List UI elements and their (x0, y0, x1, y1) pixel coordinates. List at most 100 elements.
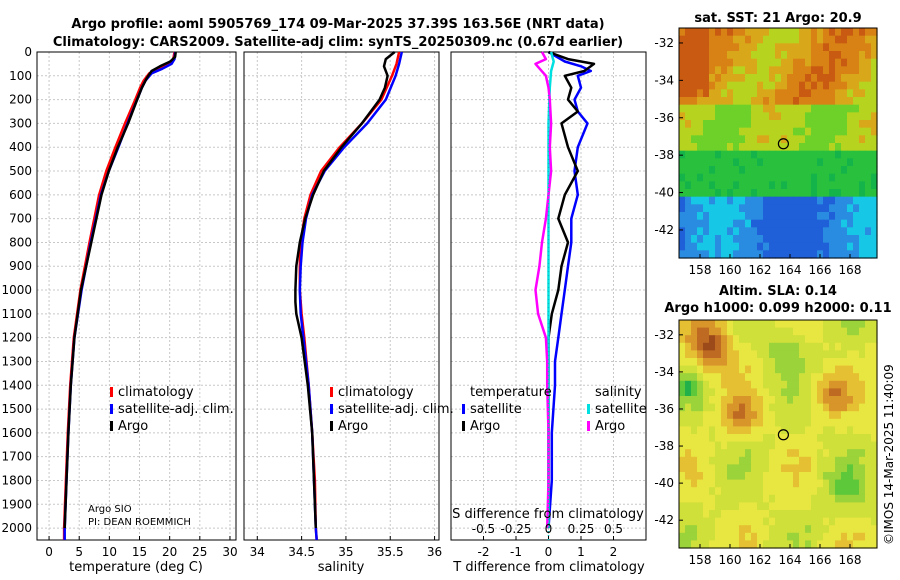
map-cell (691, 181, 698, 190)
map-cell (835, 494, 842, 503)
map-cell (757, 135, 764, 144)
map-cell (829, 426, 836, 435)
map-cell (691, 365, 698, 374)
map-cell (769, 479, 776, 488)
map-cell (769, 396, 776, 405)
legend-satellite-label: satellite-adj. clim. (118, 402, 234, 417)
map-cell (871, 235, 878, 244)
map-cell (769, 66, 776, 75)
map-cell (763, 127, 770, 136)
map-cell (835, 426, 842, 435)
map-cell (703, 418, 710, 427)
map-cell (865, 396, 872, 405)
map-cell (703, 358, 710, 367)
map-cell (835, 373, 842, 382)
map-cell (769, 365, 776, 374)
map-cell (817, 189, 824, 198)
y-tick-label: 1600 (1, 426, 32, 440)
map-cell (823, 196, 830, 205)
map-cell (853, 150, 860, 159)
map-cell (727, 487, 734, 496)
map-cell (781, 173, 788, 182)
map-cell (865, 189, 872, 198)
map-cell (823, 380, 830, 389)
map-cell (859, 43, 866, 52)
map-cell (817, 472, 824, 481)
map-cell (709, 502, 716, 511)
map-cell (841, 510, 848, 519)
map-cell (757, 127, 764, 136)
map-cell (799, 388, 806, 397)
map-cell (727, 441, 734, 450)
map-cell (811, 464, 818, 473)
map-cell (781, 327, 788, 336)
map-cell (841, 158, 848, 167)
map-y-tick-label: -34 (654, 365, 674, 379)
map-cell (703, 66, 710, 75)
map-cell (721, 212, 728, 221)
map-cell (811, 204, 818, 213)
map-cell (709, 373, 716, 382)
map-cell (709, 89, 716, 98)
map-cell (739, 456, 746, 465)
map-cell (703, 51, 710, 60)
map-cell (859, 81, 866, 90)
map-cell (745, 464, 752, 473)
map-cell (697, 510, 704, 519)
map-cell (733, 464, 740, 473)
map-cell (805, 166, 812, 175)
map-cell (763, 342, 770, 351)
difference-legend: temperature salinity satellite Argo sate… (462, 385, 647, 434)
map-cell (787, 196, 794, 205)
map-cell (715, 89, 722, 98)
map-cell (811, 120, 818, 129)
map-cell (781, 434, 788, 443)
map-cell (685, 158, 692, 167)
map-cell (865, 373, 872, 382)
map-cell (757, 327, 764, 336)
map-cell (781, 502, 788, 511)
map-cell (727, 510, 734, 519)
map-cell (847, 472, 854, 481)
map-cell (697, 173, 704, 182)
map-cell (751, 35, 758, 44)
map-cell (703, 494, 710, 503)
map-cell (751, 158, 758, 167)
map-cell (763, 35, 770, 44)
map-cell (799, 350, 806, 359)
map-cell (817, 388, 824, 397)
map-cell (793, 97, 800, 106)
map-cell (823, 212, 830, 221)
map-cell (745, 456, 752, 465)
map-cell (685, 358, 692, 367)
map-cell (691, 58, 698, 67)
map-cell (859, 510, 866, 519)
map-cell (679, 189, 686, 198)
map-cell (841, 150, 848, 159)
map-cell (847, 525, 854, 534)
map-cell (685, 388, 692, 397)
map-cell (799, 66, 806, 75)
map-cell (793, 388, 800, 397)
map-cell (805, 74, 812, 83)
map-cell (865, 540, 872, 549)
map-cell (721, 525, 728, 534)
map-cell (847, 120, 854, 129)
map-cell (865, 74, 872, 83)
map-cell (727, 320, 734, 329)
map-cell (799, 112, 806, 121)
map-cell (727, 479, 734, 488)
map-cell (715, 181, 722, 190)
map-cell (727, 358, 734, 367)
map-cell (865, 81, 872, 90)
map-cells (679, 320, 878, 549)
map-cell (691, 120, 698, 129)
map-cell (811, 342, 818, 351)
map-cell (685, 104, 692, 113)
map-cell (799, 380, 806, 389)
map-cell (721, 235, 728, 244)
map-cell (739, 112, 746, 121)
map-cell (811, 97, 818, 106)
map-cell (823, 441, 830, 450)
x2-tick-label: 0.25 (568, 522, 595, 536)
